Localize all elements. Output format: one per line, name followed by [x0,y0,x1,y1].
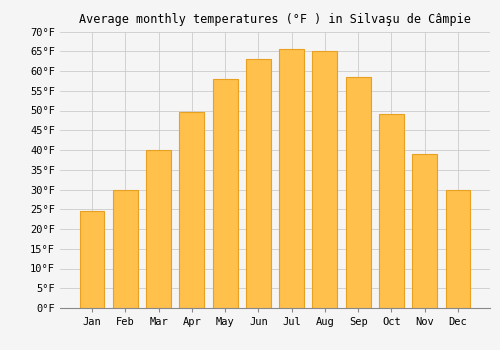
Bar [212,79,238,308]
Bar [312,51,338,308]
Bar [113,189,138,308]
Bar [379,114,404,308]
Title: Average monthly temperatures (°F ) in Silvaşu de Câmpie: Average monthly temperatures (°F ) in Si… [79,13,471,26]
Bar [346,77,370,308]
Bar [80,211,104,308]
Bar [246,59,271,308]
Bar [279,49,304,308]
Bar [180,112,204,308]
Bar [412,154,437,308]
Bar [146,150,171,308]
Bar [446,189,470,308]
